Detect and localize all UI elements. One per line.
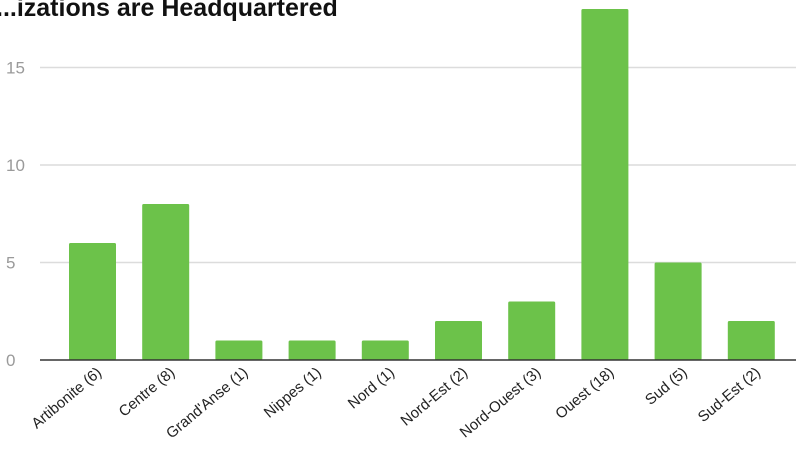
bar: [361, 340, 409, 360]
x-tick-label: Ouest (18): [552, 364, 617, 423]
bar: [508, 301, 556, 360]
x-tick-label: Sud-Est (2): [695, 364, 764, 426]
chart-title: ...izations are Headquartered: [0, 0, 338, 22]
y-tick-label: 15: [6, 59, 25, 78]
y-tick-label: 0: [6, 351, 15, 370]
x-tick-label: Nord-Est (2): [398, 364, 472, 430]
bar: [435, 321, 482, 360]
bar: [215, 340, 263, 360]
y-tick-label: 5: [6, 254, 15, 273]
bar: [727, 321, 775, 360]
y-tick-label: 10: [6, 156, 25, 175]
x-tick-label: Nippes (1): [261, 364, 325, 422]
bar: [69, 243, 116, 360]
x-tick-label: Nord (1): [345, 364, 398, 412]
x-tick-label: Centre (8): [116, 364, 179, 420]
x-tick-label: Artibonite (6): [28, 364, 105, 432]
bar: [142, 204, 190, 360]
bar: [654, 262, 702, 360]
bar: [581, 9, 629, 360]
bar: [288, 340, 336, 360]
x-tick-label: Sud (5): [642, 364, 691, 409]
